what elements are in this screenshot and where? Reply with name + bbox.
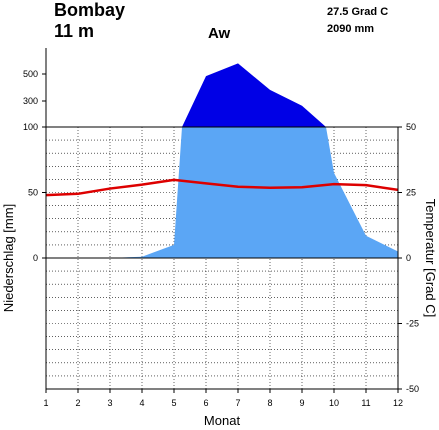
precipitation-excess-fill	[182, 63, 326, 127]
right-tick-label: 50	[406, 122, 416, 132]
left-upper-tick-label: 300	[23, 96, 38, 106]
x-tick-label: 1	[43, 398, 48, 408]
x-tick-label: 10	[329, 398, 339, 408]
x-tick-label: 12	[393, 398, 403, 408]
climate-class-label: Aw	[208, 25, 231, 42]
x-tick-label: 8	[267, 398, 272, 408]
annual-precipitation-label: 2090 mm	[327, 23, 374, 35]
left-axis-label: Niederschlag [mm]	[1, 204, 16, 312]
annual-temperature-label: 27.5 Grad C	[327, 6, 388, 18]
temperature-series	[45, 178, 399, 197]
x-axis-label: Monat	[204, 413, 241, 428]
precipitation-area	[46, 63, 398, 258]
x-tick-label: 6	[203, 398, 208, 408]
left-tick-label: 100	[23, 122, 38, 132]
left-tick-label: 50	[28, 188, 38, 198]
temperature-line	[45, 178, 399, 197]
right-axis-label: Temperatur [Grad C]	[423, 199, 438, 318]
precipitation-fill	[46, 127, 398, 258]
x-tick-label: 3	[107, 398, 112, 408]
right-tick-label: 25	[406, 188, 416, 198]
x-tick-label: 4	[139, 398, 144, 408]
x-tick-label: 11	[361, 398, 370, 408]
right-tick-label: -50	[406, 384, 419, 394]
x-tick-label: 5	[171, 398, 176, 408]
station-elevation: 11 m	[54, 21, 94, 41]
x-tick-label: 9	[299, 398, 304, 408]
x-tick-label: 7	[235, 398, 240, 408]
right-tick-label: -25	[406, 319, 419, 329]
left-upper-tick-label: 500	[23, 69, 38, 79]
right-tick-label: 0	[406, 253, 411, 263]
station-name: Bombay	[54, 0, 125, 20]
x-tick-label: 2	[75, 398, 80, 408]
left-tick-label: 0	[33, 253, 38, 263]
